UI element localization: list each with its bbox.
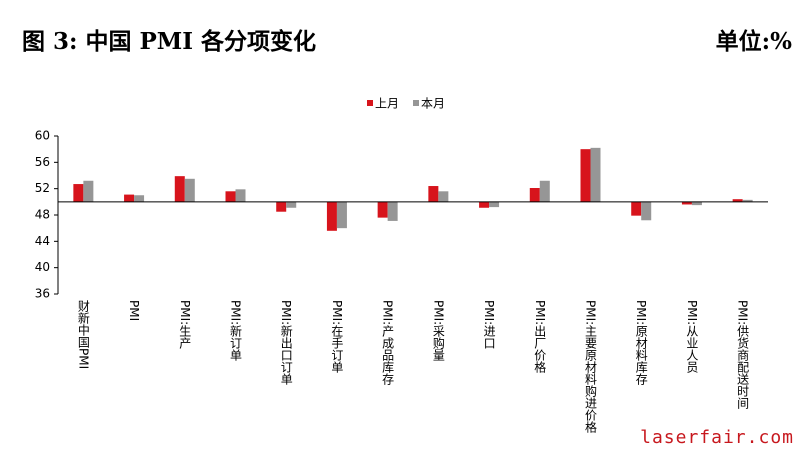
x-tick-label: PMI:新出口订单 [279,300,294,386]
bar [539,180,550,202]
x-tick-label: PMI:出厂价格 [532,300,547,374]
bar [742,199,753,202]
x-tick-label: PMI:供货商配送时间 [735,300,750,410]
bar [124,194,135,202]
bar [235,189,246,202]
chart-title: 图 3: 中国 PMI 各分项变化 [22,28,317,55]
x-tick-label: PMI [127,300,142,322]
x-tick-label: PMI:采购量 [431,300,446,362]
bar [681,201,692,205]
x-tick-label: 财新中国PMI [76,300,91,370]
y-tick-label: 52 [35,181,50,195]
x-tick-label: PMI:原材料库存 [634,300,649,386]
bar [225,191,236,202]
x-tick-label: PMI:生产 [177,300,192,350]
bar [286,201,297,208]
bar [691,201,702,206]
x-tick-label: PMI:新订单 [228,300,243,362]
bar [377,201,388,218]
bar [489,201,500,208]
x-tick-label: PMI:从业人员 [684,300,699,374]
bar [276,201,287,212]
x-tick-label: PMI:进口 [482,300,497,350]
x-tick-label: PMI:主要原材料购进价格 [583,300,598,434]
bar [428,186,439,202]
y-tick-label: 60 [35,129,50,143]
legend-label: 上月 [375,97,399,111]
bar [184,178,195,202]
bar [438,191,449,202]
bar [631,201,642,216]
y-tick-label: 44 [35,234,50,248]
bar [336,201,347,229]
bar [326,201,337,231]
legend-swatch [413,100,419,106]
x-tick-label: PMI:在手订单 [329,300,344,374]
legend-swatch [367,100,373,106]
bar [83,180,94,202]
y-tick-label: 56 [35,155,50,169]
bar [387,201,398,221]
bar [590,147,601,202]
bar [529,188,540,202]
x-tick-label: PMI:产成品库存 [380,300,395,386]
y-tick-label: 48 [35,208,50,222]
bar [641,201,652,221]
y-tick-label: 40 [35,260,50,274]
legend-label: 本月 [421,97,445,111]
bar [479,201,490,208]
watermark: laserfair.com [640,427,794,448]
bar [732,199,743,202]
y-tick-label: 36 [35,287,50,301]
bar [73,184,84,202]
bar [134,195,145,202]
unit-label: 单位:% [715,28,792,55]
bar [174,176,185,202]
bar [580,149,591,202]
